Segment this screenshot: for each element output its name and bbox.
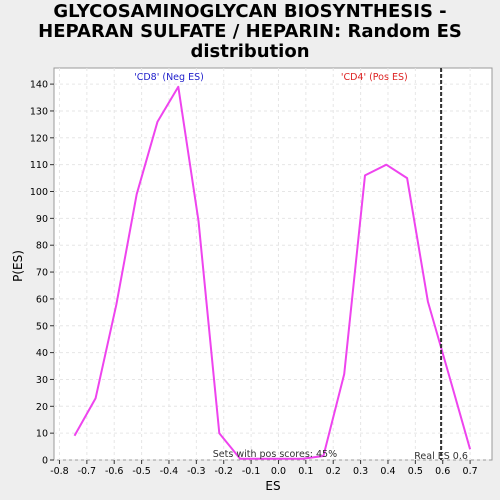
y-tick-label: 30 <box>36 375 48 386</box>
real-es-label: Real ES 0.6 <box>414 451 468 462</box>
y-axis-ticks: 0 10 20 30 40 50 60 70 80 90 100 110 120 130 140 <box>30 80 54 467</box>
y-axis-title: P(ES) <box>11 250 25 282</box>
series-layer <box>73 85 472 460</box>
x-axis-title: ES <box>265 479 280 493</box>
y-tick-label: 120 <box>30 133 48 144</box>
x-tick-label: 0.7 <box>463 466 478 477</box>
chart-title-line-2: HEPARAN SULFATE / HEPARIN: Random ES <box>38 21 462 42</box>
x-tick-label: 0.3 <box>353 466 368 477</box>
x-tick-label: -0.6 <box>105 466 124 477</box>
y-tick-label: 110 <box>30 160 48 171</box>
y-tick-label: 140 <box>30 80 48 91</box>
pos-es-label: 'CD4' (Pos ES) <box>341 72 408 83</box>
y-tick-label: 130 <box>30 106 48 117</box>
x-tick-label: 0.2 <box>326 466 341 477</box>
x-tick-label: -0.4 <box>160 466 179 477</box>
x-tick-label: -0.2 <box>214 466 233 477</box>
x-tick-label: -0.3 <box>187 466 206 477</box>
y-tick-label: 100 <box>30 187 48 198</box>
x-tick-label: 0.4 <box>380 466 395 477</box>
x-tick-label: -0.5 <box>132 466 151 477</box>
y-tick-label: 50 <box>36 321 48 332</box>
series-line <box>73 85 472 460</box>
chart-title: GLYCOSAMINOGLYCAN BIOSYNTHESIS - HEPARAN… <box>0 2 500 62</box>
grid-layer <box>54 68 492 461</box>
x-axis-ticks: -0.8 -0.7 -0.6 -0.5 -0.4 -0.3 -0.2 -0.1 0.0 0.1 0.… <box>50 460 478 477</box>
y-tick-label: 40 <box>36 348 48 359</box>
y-tick-label: 70 <box>36 268 48 279</box>
x-tick-label: 0.0 <box>271 466 286 477</box>
y-tick-label: 90 <box>36 214 48 225</box>
chart-title-line-1: GLYCOSAMINOGLYCAN BIOSYNTHESIS - <box>53 1 447 22</box>
y-tick-label: 20 <box>36 402 48 413</box>
sets-pos-score-label: Sets with pos scores: 45% <box>213 449 337 460</box>
x-tick-label: -0.8 <box>50 466 69 477</box>
y-tick-label: 60 <box>36 294 48 305</box>
x-tick-label: 0.5 <box>408 466 423 477</box>
chart-title-line-3: distribution <box>190 41 310 62</box>
y-tick-label: 80 <box>36 241 48 252</box>
x-tick-label: -0.7 <box>78 466 97 477</box>
x-tick-label: 0.1 <box>298 466 313 477</box>
x-tick-label: -0.1 <box>242 466 261 477</box>
y-tick-label: 0 <box>42 456 48 467</box>
y-tick-label: 10 <box>36 429 48 440</box>
neg-es-label: 'CD8' (Neg ES) <box>134 72 204 83</box>
x-tick-label: 0.6 <box>435 466 450 477</box>
plot-area <box>53 67 493 461</box>
